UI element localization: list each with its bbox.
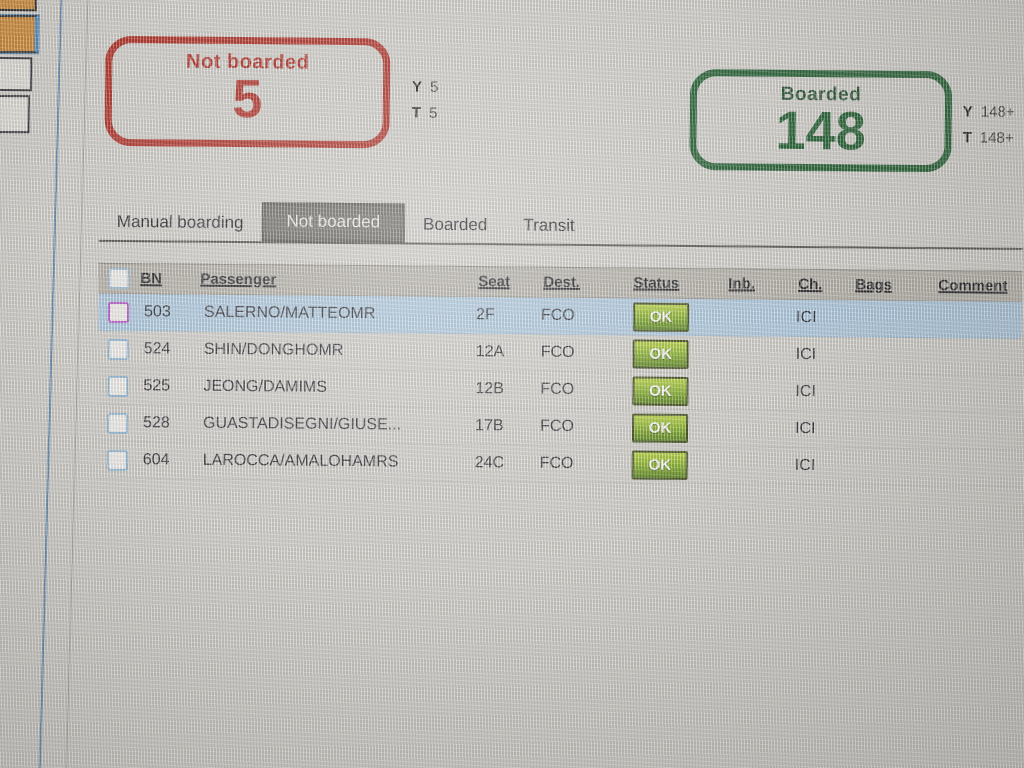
boarded-counter: Boarded 148 (689, 68, 953, 173)
cell-dest: FCO (540, 343, 575, 361)
row-checkbox[interactable] (106, 449, 128, 471)
cell-comment (935, 467, 1021, 468)
boarded-class-stats: Y 148+ T 148+ (962, 103, 1015, 155)
cell-comment (935, 393, 1021, 394)
cell-inb (725, 428, 795, 429)
select-all-checkbox[interactable] (107, 267, 129, 290)
class-t-label: T (411, 104, 422, 122)
cell-seat: 2F (475, 306, 495, 324)
cell-bags (853, 318, 936, 319)
not-boarded-counter: Not boarded 5 (104, 35, 391, 149)
row-checkbox[interactable] (106, 412, 128, 434)
class-t-label: T (962, 129, 972, 147)
cell-bn: 528 (143, 414, 170, 432)
row-checkbox[interactable] (107, 338, 129, 360)
column-header-inb[interactable]: Inb. (728, 275, 756, 293)
cell-comment (935, 430, 1021, 431)
cell-inb (725, 391, 795, 392)
cell-ch: ICI (794, 456, 816, 475)
cell-bn: 525 (143, 377, 171, 395)
status-ok-button[interactable]: OK (632, 301, 690, 332)
class-y-label: Y (962, 103, 973, 121)
table-row[interactable]: 604 LAROCCA/AMALOHAMRS 24C FCO OK ICI (96, 441, 1021, 487)
cell-passenger: SHIN/DONGHOMR (203, 340, 344, 359)
tab-manual-boarding[interactable]: Manual boarding (116, 211, 244, 233)
seat-map-seat-empty[interactable] (0, 56, 33, 92)
cell-ch: ICI (795, 345, 817, 364)
seat-map-seat-occupied-selected[interactable] (0, 14, 39, 54)
not-boarded-count: 5 (232, 68, 263, 130)
class-y-value: 148+ (980, 103, 1015, 121)
cell-inb (726, 354, 796, 355)
status-ok-button[interactable]: OK (631, 412, 689, 443)
class-y-value: 5 (429, 78, 439, 96)
cell-seat: 17B (475, 417, 504, 435)
cell-bags (853, 355, 936, 356)
column-header-status[interactable]: Status (633, 274, 680, 292)
cell-ch: ICI (794, 419, 816, 438)
tab-not-boarded[interactable]: Not boarded (261, 202, 406, 243)
cell-comment (936, 319, 1022, 320)
cell-ch: ICI (795, 382, 816, 401)
cell-dest: FCO (539, 454, 574, 472)
cell-comment (936, 356, 1022, 357)
boarded-stat-y: Y 148+ (963, 103, 1015, 120)
seat-map-seat-empty[interactable] (0, 94, 30, 134)
class-t-value: 148+ (979, 129, 1014, 147)
cell-inb (726, 317, 796, 318)
column-header-ch[interactable]: Ch. (798, 275, 823, 294)
column-header-bags[interactable]: Bags (855, 276, 893, 294)
status-ok-button[interactable]: OK (632, 338, 689, 369)
column-header-passenger[interactable]: Passenger (200, 270, 277, 289)
cell-passenger: JEONG/DAMIMS (203, 377, 328, 396)
panel-divider-gray (65, 0, 89, 768)
class-t-value: 5 (428, 104, 438, 122)
cell-seat: 12B (475, 380, 504, 398)
cell-passenger: LAROCCA/AMALOHAMRS (202, 451, 399, 471)
cell-bn: 524 (143, 340, 171, 358)
status-ok-button[interactable]: OK (632, 375, 689, 406)
tab-transit[interactable]: Transit (523, 215, 575, 235)
tab-boarded[interactable]: Boarded (422, 214, 488, 235)
column-header-bn[interactable]: BN (140, 270, 163, 288)
cell-passenger: SALERNO/MATTEOMR (203, 303, 376, 323)
cell-seat: 12A (475, 343, 505, 361)
cell-bags (852, 429, 935, 430)
passenger-table: BN Passenger Seat Dest. Status Inb. Ch. … (96, 262, 1023, 487)
boarded-stat-t: T 148+ (963, 129, 1015, 146)
row-checkbox[interactable] (106, 375, 129, 397)
column-header-seat[interactable]: Seat (478, 273, 511, 291)
cell-bags (852, 466, 935, 467)
seat-map-seat-occupied[interactable] (0, 0, 38, 12)
column-header-comment[interactable]: Comment (938, 277, 1008, 295)
panel-divider-blue (38, 0, 63, 768)
cell-bn: 503 (143, 303, 171, 321)
cell-bags (852, 392, 935, 393)
cell-seat: 24C (474, 454, 505, 472)
cell-inb (725, 465, 795, 466)
boarding-tabbar: Manual boarding Not boarded Boarded Tran… (98, 202, 1023, 250)
boarded-count: 148 (775, 100, 866, 162)
cell-ch: ICI (795, 308, 817, 327)
cell-passenger: GUASTADISEGNI/GIUSE... (203, 414, 402, 434)
cell-bn: 604 (142, 451, 170, 469)
cell-dest: FCO (540, 306, 575, 324)
class-y-label: Y (411, 78, 423, 96)
column-header-dest[interactable]: Dest. (543, 273, 581, 292)
status-ok-button[interactable]: OK (631, 449, 688, 480)
cell-dest: FCO (540, 380, 575, 398)
cell-dest: FCO (540, 417, 574, 435)
row-checkbox[interactable] (107, 301, 129, 323)
